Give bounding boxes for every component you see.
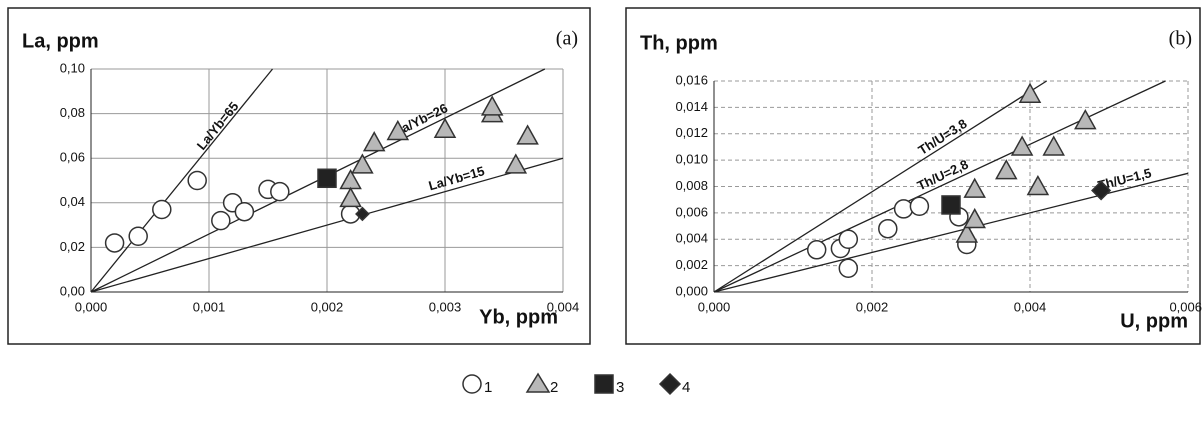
point bbox=[516, 124, 539, 145]
legend-label: 2 bbox=[550, 379, 558, 396]
legend-marker bbox=[658, 372, 682, 396]
point bbox=[909, 196, 930, 217]
point bbox=[1091, 180, 1112, 201]
point bbox=[187, 170, 207, 191]
point bbox=[838, 229, 859, 249]
point bbox=[893, 199, 914, 219]
ratio-label: Th/U=2,8 bbox=[915, 157, 971, 194]
point bbox=[1042, 135, 1065, 156]
panel-frame bbox=[7, 7, 591, 345]
y-tick-label: 0,02 bbox=[60, 239, 85, 254]
x-axis-title: U, ppm bbox=[1120, 310, 1188, 332]
panel-label: (a) bbox=[556, 28, 578, 50]
legend-label: 3 bbox=[616, 379, 624, 396]
ratio-label: Th/U=3,8 bbox=[915, 116, 969, 158]
x-tick-label: 0,000 bbox=[75, 299, 108, 314]
ratio-line bbox=[90, 68, 274, 293]
y-tick-label: 0,06 bbox=[60, 150, 85, 165]
point bbox=[211, 210, 231, 231]
point bbox=[355, 206, 370, 222]
point bbox=[878, 218, 898, 239]
x-tick-label: 0,004 bbox=[1014, 299, 1047, 314]
y-tick-label: 0,002 bbox=[675, 257, 708, 272]
point bbox=[1074, 109, 1097, 130]
point bbox=[955, 222, 979, 243]
point bbox=[351, 153, 374, 174]
point bbox=[1026, 174, 1050, 196]
x-tick-label: 0,004 bbox=[547, 299, 580, 314]
y-tick-label: 0,10 bbox=[60, 60, 85, 75]
point bbox=[1010, 135, 1034, 156]
y-tick-label: 0,016 bbox=[675, 72, 708, 87]
point bbox=[234, 201, 255, 222]
x-axis-title: Yb, ppm bbox=[479, 306, 558, 328]
point bbox=[362, 131, 386, 152]
point bbox=[128, 226, 148, 246]
x-tick-label: 0,002 bbox=[311, 299, 344, 314]
legend-label: 4 bbox=[682, 379, 690, 396]
ratio-line bbox=[713, 80, 1047, 293]
point bbox=[838, 258, 859, 279]
panel-label: (b) bbox=[1169, 28, 1192, 50]
x-tick-label: 0,000 bbox=[698, 299, 731, 314]
ratio-line bbox=[713, 80, 1166, 293]
point bbox=[317, 168, 337, 189]
legend-marker bbox=[525, 372, 551, 393]
y-tick-label: 0,006 bbox=[675, 204, 708, 219]
y-tick-label: 0,010 bbox=[675, 152, 708, 167]
ratio-label: La/Yb=65 bbox=[194, 99, 242, 153]
y-tick-label: 0,004 bbox=[675, 231, 708, 246]
y-tick-label: 0,00 bbox=[60, 283, 85, 298]
legend-label: 1 bbox=[484, 379, 492, 396]
x-tick-label: 0,001 bbox=[193, 299, 226, 314]
point bbox=[386, 119, 410, 141]
x-tick-label: 0,002 bbox=[856, 299, 889, 314]
point bbox=[963, 207, 986, 229]
point bbox=[941, 195, 961, 215]
panel-frame bbox=[625, 7, 1201, 345]
x-tick-label: 0,006 bbox=[1169, 299, 1202, 314]
point bbox=[806, 240, 827, 260]
point bbox=[433, 117, 457, 138]
x-tick-label: 0,003 bbox=[429, 299, 462, 314]
point bbox=[339, 186, 362, 208]
point bbox=[995, 159, 1018, 180]
point bbox=[104, 233, 125, 253]
y-axis-title: Th, ppm bbox=[640, 32, 718, 54]
point bbox=[152, 199, 172, 220]
y-axis-title: La, ppm bbox=[22, 30, 99, 52]
legend-marker bbox=[594, 374, 614, 394]
point bbox=[1018, 82, 1042, 103]
ratio-line bbox=[90, 157, 564, 293]
y-tick-label: 0,000 bbox=[675, 283, 708, 298]
y-tick-label: 0,04 bbox=[60, 194, 85, 209]
y-tick-label: 0,08 bbox=[60, 105, 85, 120]
ratio-line bbox=[713, 172, 1189, 293]
legend-marker bbox=[462, 374, 482, 394]
y-tick-label: 0,012 bbox=[675, 125, 708, 140]
y-tick-label: 0,008 bbox=[675, 178, 708, 193]
point bbox=[504, 153, 528, 174]
point bbox=[963, 177, 986, 198]
y-tick-label: 0,014 bbox=[675, 99, 708, 114]
point bbox=[480, 95, 504, 116]
point bbox=[270, 181, 290, 202]
